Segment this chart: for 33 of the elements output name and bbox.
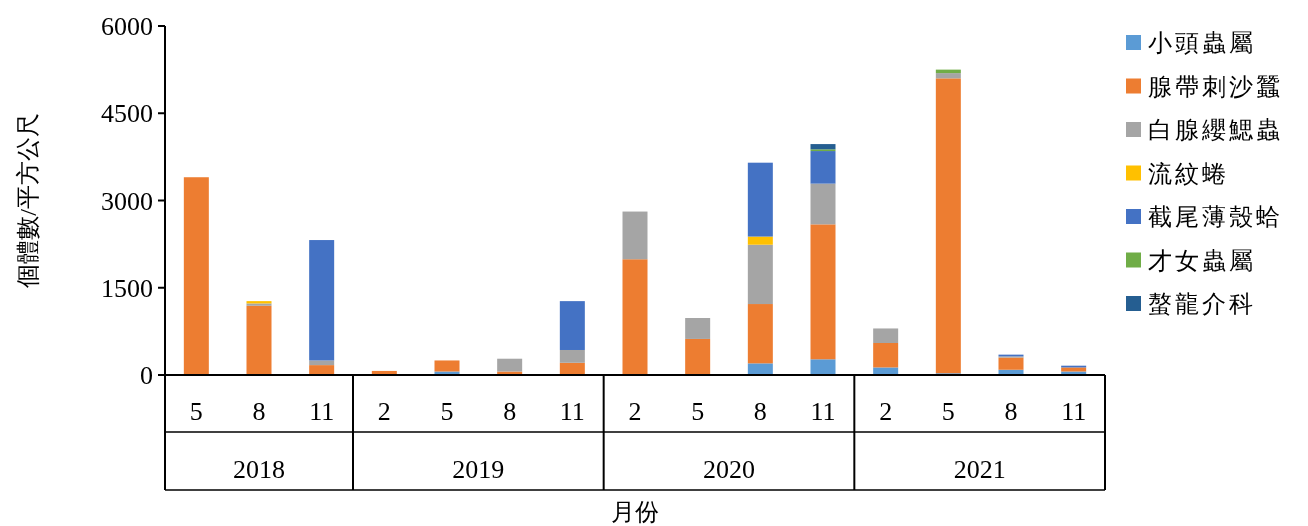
x-tick-label: 8: [1004, 397, 1018, 426]
y-tick-label: 6000: [101, 12, 153, 41]
x-tick-label: 5: [941, 397, 955, 426]
x-tick-label: 8: [753, 397, 767, 426]
legend-label: 螯龍介科: [1148, 291, 1256, 317]
x-tick-label: 2: [628, 397, 642, 426]
text: 2021: [953, 455, 1006, 484]
x-tick-label: 11: [810, 397, 836, 426]
text: 2019: [452, 455, 505, 484]
y-tick-label: 0: [140, 361, 153, 390]
x-tick-label: 5: [440, 397, 454, 426]
y-tick-label: 4500: [101, 99, 153, 129]
legend-label: 流紋蜷: [1148, 160, 1229, 187]
y-tick-label: 1500: [101, 273, 153, 303]
x-tick-label: 8: [503, 397, 517, 426]
x-tick-label: 2: [879, 397, 893, 426]
x-tick-label: 11: [309, 397, 335, 426]
y-axis-title: 個體數/平方公尺: [15, 113, 41, 288]
x-tick-label: 8: [252, 397, 266, 426]
x-tick-label: 2: [377, 397, 391, 426]
x-tick-label: 5: [691, 397, 705, 426]
legend-label: 截尾薄殼蛤: [1148, 204, 1283, 230]
x-axis-title: 月份: [611, 499, 659, 525]
legend-label: 小頭蟲屬: [1148, 30, 1256, 56]
legend-label: 腺帶刺沙蠶: [1148, 73, 1283, 100]
text: 2018: [233, 455, 285, 484]
x-tick-label: 11: [1061, 397, 1087, 426]
y-tick-label: 3000: [101, 186, 153, 216]
legend-label: 白腺纓鰓蟲: [1148, 117, 1283, 143]
text: 2020: [703, 455, 755, 484]
x-tick-label: 11: [559, 397, 585, 426]
legend-label: 才女蟲屬: [1148, 247, 1256, 274]
x-tick-label: 5: [189, 397, 203, 426]
